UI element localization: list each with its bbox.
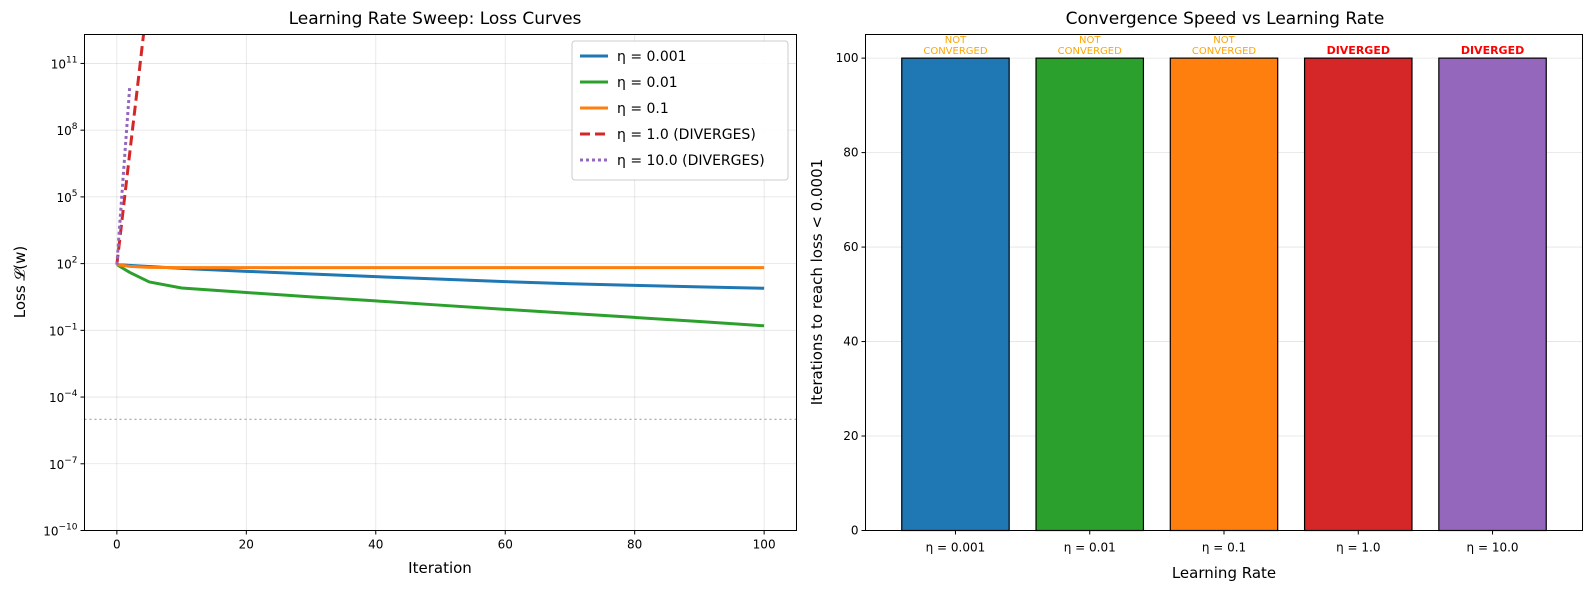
left-series-lines (115, 34, 765, 328)
left-axes-frame (84, 34, 797, 531)
bar-annotation-4: DIVERGED (1461, 44, 1524, 57)
right-x-ticks: η = 0.001 η = 0.01 η = 0.1 η = 1.0 η = 10.0 (926, 530, 1519, 555)
left-y-tick-label: 105 (56, 189, 77, 205)
left-y-tick-exponent: −4 (64, 389, 78, 399)
bar-annotation-1: CONVERGED (1058, 46, 1123, 57)
left-y-tick-label: 10−1 (49, 322, 78, 338)
bar-2 (1169, 57, 1279, 532)
right-x-tick-label: η = 10.0 (1467, 541, 1519, 555)
left-y-tick-label: 1011 (51, 55, 78, 71)
bar-annotation-3: DIVERGED (1327, 44, 1390, 57)
left-x-ticks: 0 20 40 60 80 100 (113, 530, 776, 552)
bar-annotation-1: NOT (1079, 35, 1101, 46)
legend-label-1: η = 0.01 (617, 75, 678, 91)
right-y-tick-label: 80 (843, 146, 858, 160)
right-y-tick-label: 40 (843, 335, 858, 349)
left-y-tick-base: 10 (56, 124, 71, 138)
legend-label-0: η = 0.001 (617, 49, 687, 65)
left-x-tick-label: 60 (498, 538, 513, 552)
left-y-tick-base: 10 (49, 324, 64, 338)
bar-annotation-2: NOT (1213, 35, 1235, 46)
left-y-tick-exponent: 2 (72, 256, 78, 266)
legend-label-3: η = 1.0 (DIVERGES) (617, 127, 756, 143)
right-bars (901, 57, 1547, 532)
left-x-tick-label: 80 (627, 538, 642, 552)
legend-box (571, 40, 789, 181)
left-chart-title: Learning Rate Sweep: Loss Curves (289, 9, 582, 29)
right-x-axis-label: Learning Rate (1172, 564, 1276, 582)
left-y-tick-label: 10−10 (43, 523, 78, 539)
convergence-speed-chart: Convergence Speed vs Learning Rate η = 0… (808, 9, 1583, 582)
legend-label-2: η = 0.1 (617, 101, 669, 117)
right-y-axis-label: Iterations to reach loss < 0.0001 (808, 159, 826, 405)
left-x-axis-label: Iteration (408, 559, 472, 577)
left-y-axis-label: Loss 𝓛(w) (11, 246, 29, 319)
left-y-tick-base: 10 (56, 191, 71, 205)
series-line-1 (116, 263, 765, 328)
left-y-tick-exponent: 8 (72, 122, 78, 132)
right-y-tick-label: 60 (843, 240, 858, 254)
bar-annotation-0: CONVERGED (923, 46, 988, 57)
left-x-tick-label: 40 (368, 538, 383, 552)
series-line-4 (115, 85, 132, 265)
left-y-tick-label: 102 (56, 256, 77, 272)
bar-0 (901, 57, 1010, 532)
left-x-tick-label: 0 (113, 538, 121, 552)
right-x-tick-label: η = 0.01 (1064, 541, 1116, 555)
series-line-3 (115, 34, 146, 265)
loss-curves-chart: Learning Rate Sweep: Loss Curves 0 20 40 60… (11, 9, 797, 577)
left-y-tick-base: 10 (43, 525, 58, 539)
legend: η = 0.001 η = 0.01 η = 0.1 η = 1.0 (DIVERGE… (571, 40, 789, 181)
right-y-tick-label: 20 (843, 429, 858, 443)
right-x-tick-label: η = 0.001 (926, 541, 986, 555)
right-y-tick-label: 100 (836, 51, 859, 65)
left-y-tick-base: 10 (49, 458, 64, 472)
series-line-2 (116, 263, 765, 270)
left-y-tick-exponent: 11 (66, 55, 77, 65)
bar-annotation-2: CONVERGED (1192, 46, 1257, 57)
left-y-tick-exponent: 5 (72, 189, 78, 199)
left-x-tick-label: 20 (239, 538, 254, 552)
right-y-tick-label: 0 (851, 524, 859, 538)
bar-1 (1035, 57, 1145, 532)
left-y-tick-base: 10 (51, 57, 66, 71)
right-chart-title: Convergence Speed vs Learning Rate (1066, 9, 1385, 29)
bar-3 (1303, 57, 1413, 532)
left-y-tick-exponent: −1 (64, 322, 77, 332)
left-y-tick-exponent: −10 (59, 523, 78, 533)
left-y-tick-label: 10−4 (49, 389, 78, 405)
right-x-tick-label: η = 1.0 (1336, 541, 1380, 555)
legend-label-4: η = 10.0 (DIVERGES) (617, 153, 765, 169)
bar-annotation-0: NOT (945, 35, 967, 46)
left-y-tick-label: 10−7 (49, 456, 78, 472)
series-line-0 (116, 263, 765, 290)
left-y-tick-exponent: −7 (64, 456, 77, 466)
left-y-tick-base: 10 (56, 258, 71, 272)
left-y-tick-label: 108 (56, 122, 77, 138)
right-y-ticks: 0 20 40 60 80 100 (836, 51, 866, 538)
right-x-tick-label: η = 0.1 (1202, 541, 1246, 555)
left-y-tick-base: 10 (49, 391, 64, 405)
bar-4 (1438, 57, 1547, 532)
left-x-tick-label: 100 (753, 538, 776, 552)
